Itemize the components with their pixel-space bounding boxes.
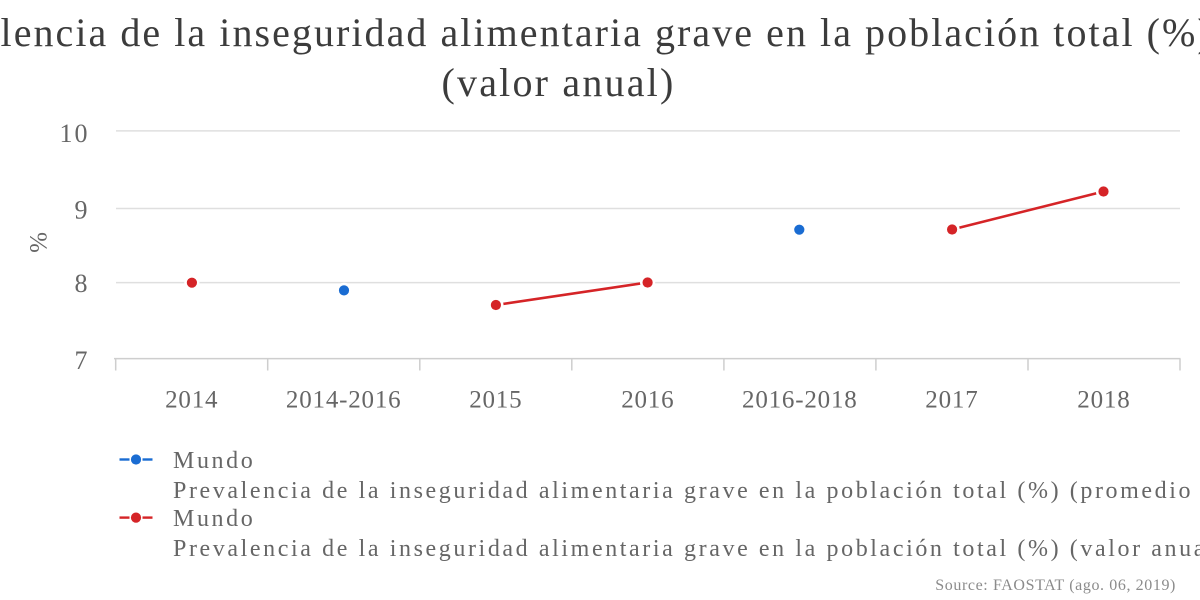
svg-text:Prevalencia de la inseguridad: Prevalencia de la inseguridad alimentari… [173, 478, 1200, 504]
svg-text:2014: 2014 [165, 387, 218, 414]
svg-text:8: 8 [75, 269, 90, 298]
svg-text:Mundo: Mundo [173, 448, 255, 474]
svg-text:2017: 2017 [925, 387, 978, 414]
svg-text:2014-2016: 2014-2016 [286, 387, 402, 414]
svg-text:10: 10 [60, 119, 90, 148]
svg-text:Prevalencia de la inseguridad: Prevalencia de la inseguridad alimentari… [0, 10, 1200, 55]
svg-text:Source: FAOSTAT (ago. 06, 2019: Source: FAOSTAT (ago. 06, 2019) [935, 577, 1176, 594]
svg-text:9: 9 [75, 196, 90, 225]
svg-text:7: 7 [75, 346, 90, 375]
svg-text:2016: 2016 [621, 387, 674, 414]
svg-text:(valor anual): (valor anual) [441, 60, 675, 105]
svg-text:Mundo: Mundo [173, 506, 255, 532]
svg-text:%: % [26, 232, 53, 253]
svg-text:2018: 2018 [1077, 387, 1130, 414]
svg-text:2015: 2015 [469, 387, 522, 414]
svg-text:Prevalencia de la inseguridad: Prevalencia de la inseguridad alimentari… [173, 536, 1200, 562]
svg-text:2016-2018: 2016-2018 [742, 387, 858, 414]
